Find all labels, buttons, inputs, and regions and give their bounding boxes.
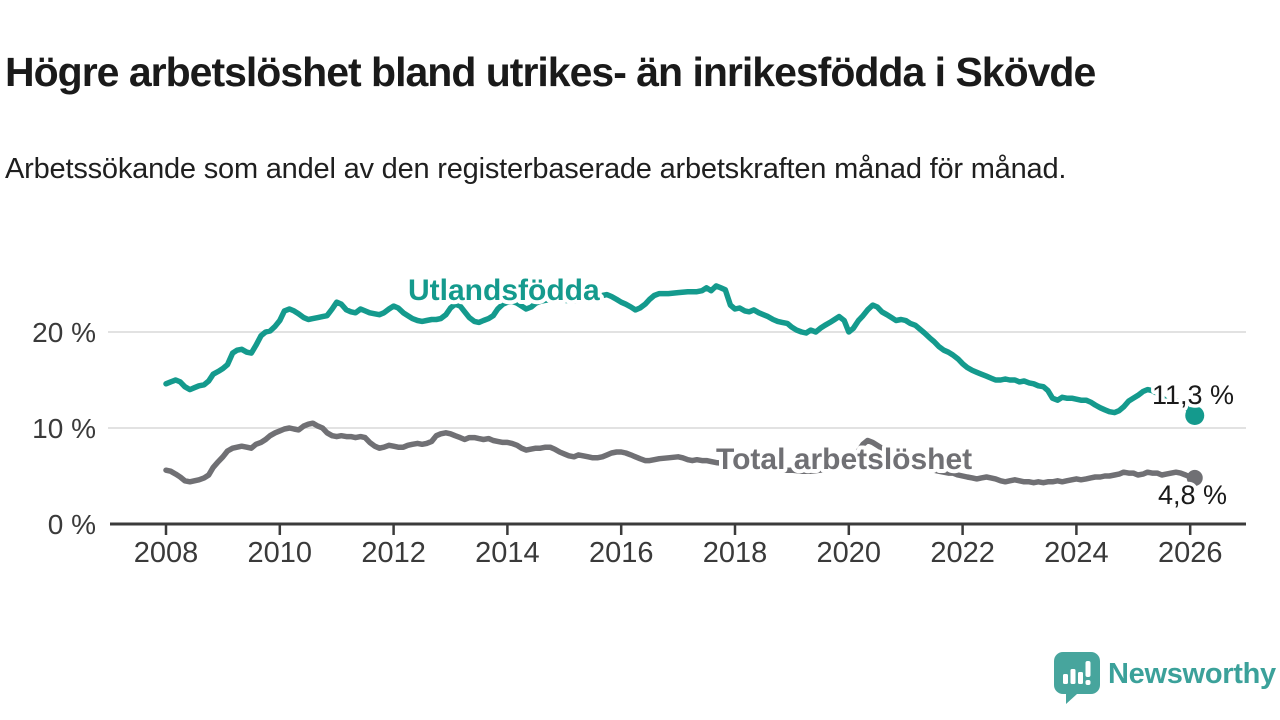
- series-end-dot-utlandsfodda: [1185, 406, 1205, 426]
- y-axis-tick-label-10: 10 %: [32, 413, 96, 444]
- x-axis-tick-label-2014: 2014: [475, 537, 540, 569]
- x-axis-tick-label-2022: 2022: [930, 537, 995, 569]
- x-axis-tick-label-2026: 2026: [1158, 537, 1223, 569]
- x-axis-tick-label-2012: 2012: [361, 537, 426, 569]
- series-label-utlandsfodda: Utlandsfödda: [408, 274, 600, 307]
- x-axis-tick-label-2020: 2020: [817, 537, 882, 569]
- value-label-total-arbetsloshet: 4,8 %: [1158, 480, 1227, 510]
- value-label-utlandsfodda: 11,3 %: [1152, 380, 1234, 410]
- y-axis-tick-label-0: 0 %: [48, 509, 96, 540]
- newsworthy-brand-text: Newsworthy: [1108, 658, 1276, 690]
- x-axis-tick-label-2016: 2016: [589, 537, 654, 569]
- x-axis-tick-label-2010: 2010: [248, 537, 313, 569]
- series-label-total-arbetsloshet: Total arbetslöshet: [716, 443, 972, 476]
- series-line-total-arbetsloshet: [163, 420, 1198, 486]
- series-end-dot-total-arbetsloshet: [1186, 469, 1203, 486]
- x-axis-tick-label-2018: 2018: [703, 537, 768, 569]
- chart-subtitle: Arbetssökande som andel av den registerb…: [5, 153, 1067, 185]
- y-axis-tick-label-20: 20 %: [32, 317, 96, 348]
- series-line-utlandsfodda: [163, 283, 1198, 419]
- x-axis-tick-label-2024: 2024: [1044, 537, 1109, 569]
- newsworthy-logo: Newsworthy: [1054, 652, 1276, 704]
- page-title: Högre arbetslöshet bland utrikes- än inr…: [5, 49, 1096, 96]
- x-axis-tick-label-2008: 2008: [134, 537, 199, 569]
- bar-chart-speech-bubble-icon: [1054, 652, 1100, 704]
